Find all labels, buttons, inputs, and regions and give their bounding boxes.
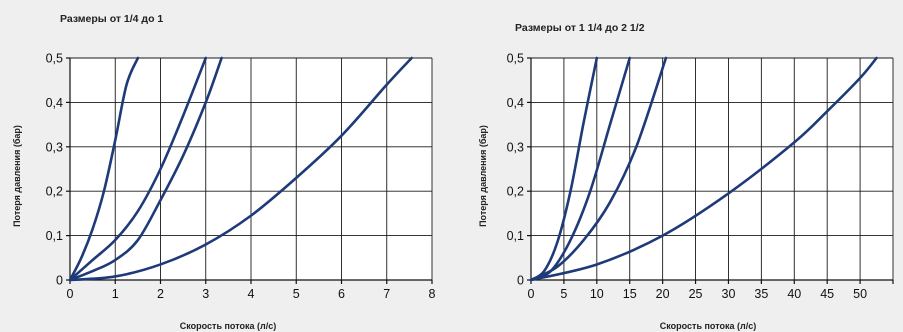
x-tick-label: 8	[429, 287, 436, 301]
x-tick-label: 15	[623, 287, 637, 301]
chart-large-sizes: Размеры от 1 1/4 до 2 1/2 Скорость поток…	[478, 22, 894, 331]
series-line-4	[529, 56, 878, 282]
x-tick-label: 10	[590, 287, 604, 301]
y-tick-label: 0,2	[46, 185, 63, 199]
y-tick-label: 0,3	[507, 140, 524, 154]
y-tick-label: 0	[56, 274, 63, 288]
x-tick-label: 20	[656, 287, 670, 301]
x-tick-label: 3	[202, 287, 209, 301]
x-tick-label: 0	[67, 287, 74, 301]
x-tick-label: 1	[112, 287, 119, 301]
series-line-4	[68, 56, 413, 282]
x-tick-label: 2	[157, 287, 164, 301]
y-tick-label: 0,2	[507, 185, 524, 199]
series-line-1	[529, 56, 599, 282]
x-tick-label: 50	[853, 287, 867, 301]
series-line-1	[68, 56, 140, 282]
y-tick-label: 0,5	[507, 52, 524, 66]
series-line-2	[68, 56, 208, 282]
x-tick-label: 0	[528, 287, 535, 301]
y-axis-title: Потеря давления (бар)	[12, 125, 22, 227]
x-tick-label: 40	[787, 287, 801, 301]
y-tick-label: 0,1	[46, 229, 63, 243]
x-tick-label: 7	[383, 287, 390, 301]
x-axis-title: Скорость потока (л/с)	[180, 321, 276, 331]
x-axis-title: Скорость потока (л/с)	[660, 321, 756, 331]
y-tick-label: 0,4	[46, 96, 63, 110]
y-tick-label: 0,4	[507, 96, 524, 110]
y-tick-label: 0	[517, 274, 524, 288]
x-tick-label: 25	[689, 287, 703, 301]
x-tick-label: 35	[754, 287, 768, 301]
y-tick-label: 0,1	[507, 229, 524, 243]
x-tick-label: 6	[338, 287, 345, 301]
x-tick-label: 30	[722, 287, 736, 301]
chart-title: Размеры от 1/4 до 1	[60, 13, 163, 25]
plot-area	[531, 58, 893, 280]
x-tick-label: 5	[560, 287, 567, 301]
x-tick-label: 45	[820, 287, 834, 301]
series-line-3	[529, 56, 668, 282]
y-tick-label: 0,3	[46, 140, 63, 154]
x-tick-label: 5	[293, 287, 300, 301]
chart-small-sizes: Размеры от 1/4 до 1 Скорость потока (л/с…	[12, 13, 436, 331]
series-line-3	[68, 56, 223, 282]
chart-title: Размеры от 1 1/4 до 2 1/2	[515, 22, 645, 34]
y-tick-label: 0,5	[46, 52, 63, 66]
x-tick-label: 4	[248, 287, 255, 301]
y-axis-title: Потеря давления (бар)	[478, 125, 488, 227]
